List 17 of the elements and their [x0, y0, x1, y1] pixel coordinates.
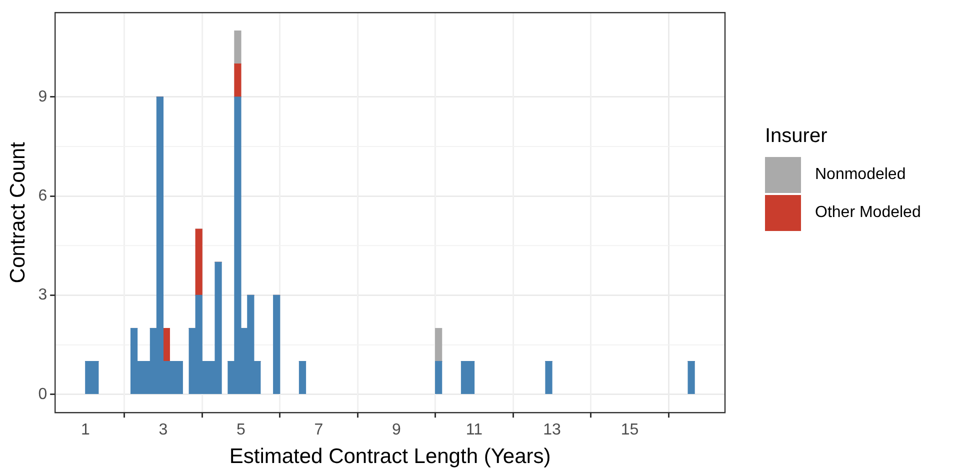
y-tick-label: 6 [38, 187, 48, 204]
x-tick-label: 11 [466, 422, 483, 439]
x-axis-title: Estimated Contract Length (Years) [229, 445, 551, 468]
legend-label: Other Modeled [815, 204, 921, 222]
x-tick-label: 9 [392, 422, 402, 439]
x-tick-label: 13 [543, 422, 561, 439]
x-tick-label: 7 [314, 422, 324, 439]
y-tick-label: 3 [38, 286, 48, 304]
x-tick-label: 5 [236, 422, 246, 439]
y-tick-label: 9 [38, 88, 48, 106]
y-axis-title: Contract Count [6, 142, 30, 284]
y-tick-label: 0 [38, 386, 48, 403]
legend-label: Nonmodeled [815, 166, 906, 184]
x-tick-label: 3 [158, 422, 168, 439]
legend-title: Insurer [765, 125, 828, 148]
x-tick-label: 1 [80, 422, 90, 439]
x-tick-label: 15 [620, 422, 639, 439]
